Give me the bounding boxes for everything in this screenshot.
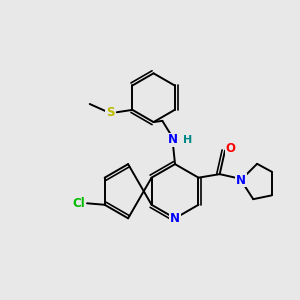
Text: N: N [168,134,178,146]
Text: Cl: Cl [72,197,85,210]
Text: S: S [106,106,115,119]
Text: O: O [225,142,235,155]
Text: H: H [183,135,193,145]
Text: N: N [170,212,180,225]
Text: N: N [236,173,246,187]
